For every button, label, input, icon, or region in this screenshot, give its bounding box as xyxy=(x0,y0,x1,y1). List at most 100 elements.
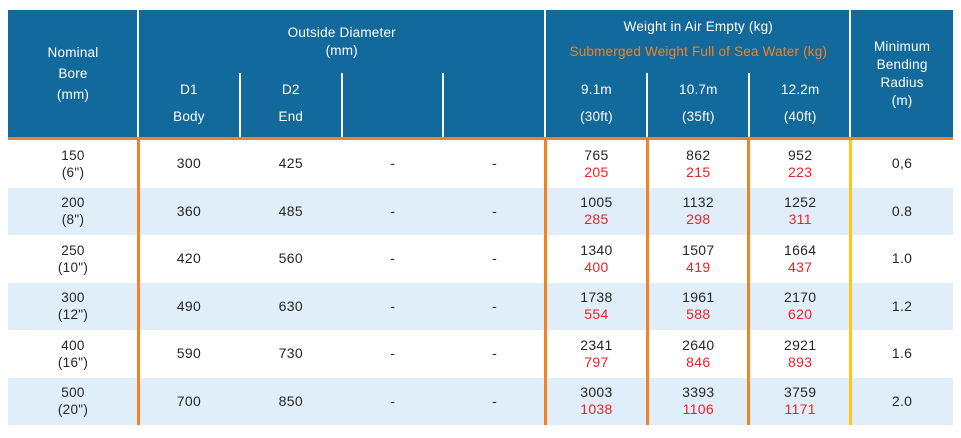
cell-od-empty: - xyxy=(444,330,546,378)
cell-od-empty: - xyxy=(342,330,444,378)
table-header: Nominal Bore (mm) Outside Diameter (mm) … xyxy=(8,10,953,137)
cell-value: 400 xyxy=(61,337,85,353)
cell-value: 420 xyxy=(176,250,202,267)
cell-value: 2170 xyxy=(784,289,817,306)
cell-value: 952 xyxy=(788,146,813,163)
cell-value: - xyxy=(492,392,498,409)
cell-value: 419 xyxy=(686,258,711,275)
cell-min-bending-radius: 0.8 xyxy=(851,188,953,236)
cell-value: 2.0 xyxy=(891,392,913,409)
cell-value: 2921 xyxy=(784,336,817,353)
header-subcol-empty xyxy=(342,73,444,137)
divider xyxy=(239,73,241,137)
cell-nominal-bore: 250 (10") xyxy=(8,235,138,283)
header-weight-group: Weight in Air Empty (kg) Submerged Weigh… xyxy=(546,10,852,73)
cell-value: 500 xyxy=(61,385,85,401)
cell-min-bending-radius: 2.0 xyxy=(851,378,953,426)
cell-weight-12-2m: 952 223 xyxy=(749,140,851,188)
cell-d2-end: 485 xyxy=(240,188,342,236)
cell-nominal-bore: 500 (20") xyxy=(8,378,138,426)
cell-value: 150 xyxy=(61,147,85,163)
header-line: Minimum xyxy=(873,38,931,54)
cell-value: 620 xyxy=(788,306,813,323)
header-line: (mm) xyxy=(325,42,358,58)
cell-value: 205 xyxy=(584,163,609,180)
cell-weight-12-2m: 2170 620 xyxy=(749,283,851,331)
cell-min-bending-radius: 0,6 xyxy=(851,140,953,188)
cell-value: - xyxy=(390,345,396,362)
cell-d1-body: 360 xyxy=(138,188,240,236)
cell-value: - xyxy=(492,155,498,172)
header-subcol-d1-body: D1 Body xyxy=(138,73,240,137)
cell-value: - xyxy=(492,345,498,362)
cell-weight-12-2m: 1252 311 xyxy=(749,188,851,236)
header-subcol-9-1m: 9.1m (30ft) xyxy=(546,73,648,137)
header-line: End xyxy=(278,109,304,124)
divider xyxy=(646,73,648,137)
cell-weight-9-1m: 1738 554 xyxy=(546,283,648,331)
cell-value: 360 xyxy=(176,202,202,219)
cell-value: 588 xyxy=(686,306,711,323)
cell-value: 846 xyxy=(686,353,711,370)
table-row: 500 (20") 700 850 - - 3003 1038 3393 1106 3… xyxy=(8,377,953,426)
cell-weight-12-2m: 1664 437 xyxy=(749,235,851,283)
cell-value: 298 xyxy=(686,211,711,228)
table-row: 400 (16") 590 730 - - 2341 797 2640 846 292… xyxy=(8,330,953,378)
cell-value: 1.2 xyxy=(891,297,913,314)
table-row: 150 (6") 300 425 - - 765 205 862 215 952 223… xyxy=(8,140,953,188)
cell-value: 1132 xyxy=(682,194,714,211)
cell-weight-9-1m: 2341 797 xyxy=(546,330,648,378)
cell-nominal-bore: 300 (12") xyxy=(8,283,138,331)
header-line: D2 xyxy=(281,82,300,97)
cell-value: 1340 xyxy=(580,241,613,258)
header-line: Bore xyxy=(58,66,88,81)
header-nominal-bore: Nominal Bore (mm) xyxy=(8,10,138,137)
cell-value: 2640 xyxy=(682,336,715,353)
cell-od-empty: - xyxy=(444,188,546,236)
cell-d2-end: 850 xyxy=(240,378,342,426)
cell-d2-end: 425 xyxy=(240,140,342,188)
cell-od-empty: - xyxy=(342,188,444,236)
header-line: D1 xyxy=(180,82,198,97)
divider-orange xyxy=(136,140,140,425)
cell-value: 1252 xyxy=(784,194,817,211)
divider xyxy=(748,73,750,137)
table-body: 150 (6") 300 425 - - 765 205 862 215 952 223… xyxy=(8,140,953,425)
header-line: Body xyxy=(173,109,205,124)
cell-d2-end: 630 xyxy=(240,283,342,331)
header-line: (30ft) xyxy=(580,109,613,124)
cell-value: 1038 xyxy=(580,401,613,418)
header-subcol-12-2m: 12.2m (40ft) xyxy=(749,73,851,137)
cell-value: 485 xyxy=(278,202,303,219)
cell-od-empty: - xyxy=(444,283,546,331)
cell-weight-9-1m: 1005 285 xyxy=(546,188,648,236)
cell-od-empty: - xyxy=(342,283,444,331)
cell-value: 1961 xyxy=(682,289,715,306)
cell-d1-body: 700 xyxy=(138,378,240,426)
cell-value: - xyxy=(390,202,396,219)
header-line: Bending xyxy=(876,56,928,72)
cell-value: 1664 xyxy=(784,241,817,258)
cell-value: 215 xyxy=(686,163,711,180)
divider-yellow xyxy=(848,140,852,425)
header-line: 9.1m xyxy=(581,82,612,97)
divider-orange xyxy=(645,140,649,425)
cell-value: 700 xyxy=(176,392,202,409)
header-outside-diameter: Outside Diameter (mm) xyxy=(138,10,546,73)
cell-value: 850 xyxy=(278,392,303,409)
cell-value: (12") xyxy=(57,307,89,323)
cell-od-empty: - xyxy=(444,140,546,188)
cell-od-empty: - xyxy=(444,235,546,283)
cell-min-bending-radius: 1.6 xyxy=(851,330,953,378)
cell-value: 630 xyxy=(278,297,303,314)
cell-value: 893 xyxy=(788,353,813,370)
cell-value: 554 xyxy=(584,306,609,323)
cell-value: 1738 xyxy=(580,289,613,306)
cell-min-bending-radius: 1.0 xyxy=(851,235,953,283)
divider xyxy=(442,73,444,137)
header-subcol-d2-end: D2 End xyxy=(240,73,342,137)
cell-weight-9-1m: 3003 1038 xyxy=(546,378,648,426)
header-weight-submerged: Submerged Weight Full of Sea Water (kg) xyxy=(569,44,828,59)
header-line: (m) xyxy=(891,92,913,108)
spec-table: Nominal Bore (mm) Outside Diameter (mm) … xyxy=(8,10,953,425)
